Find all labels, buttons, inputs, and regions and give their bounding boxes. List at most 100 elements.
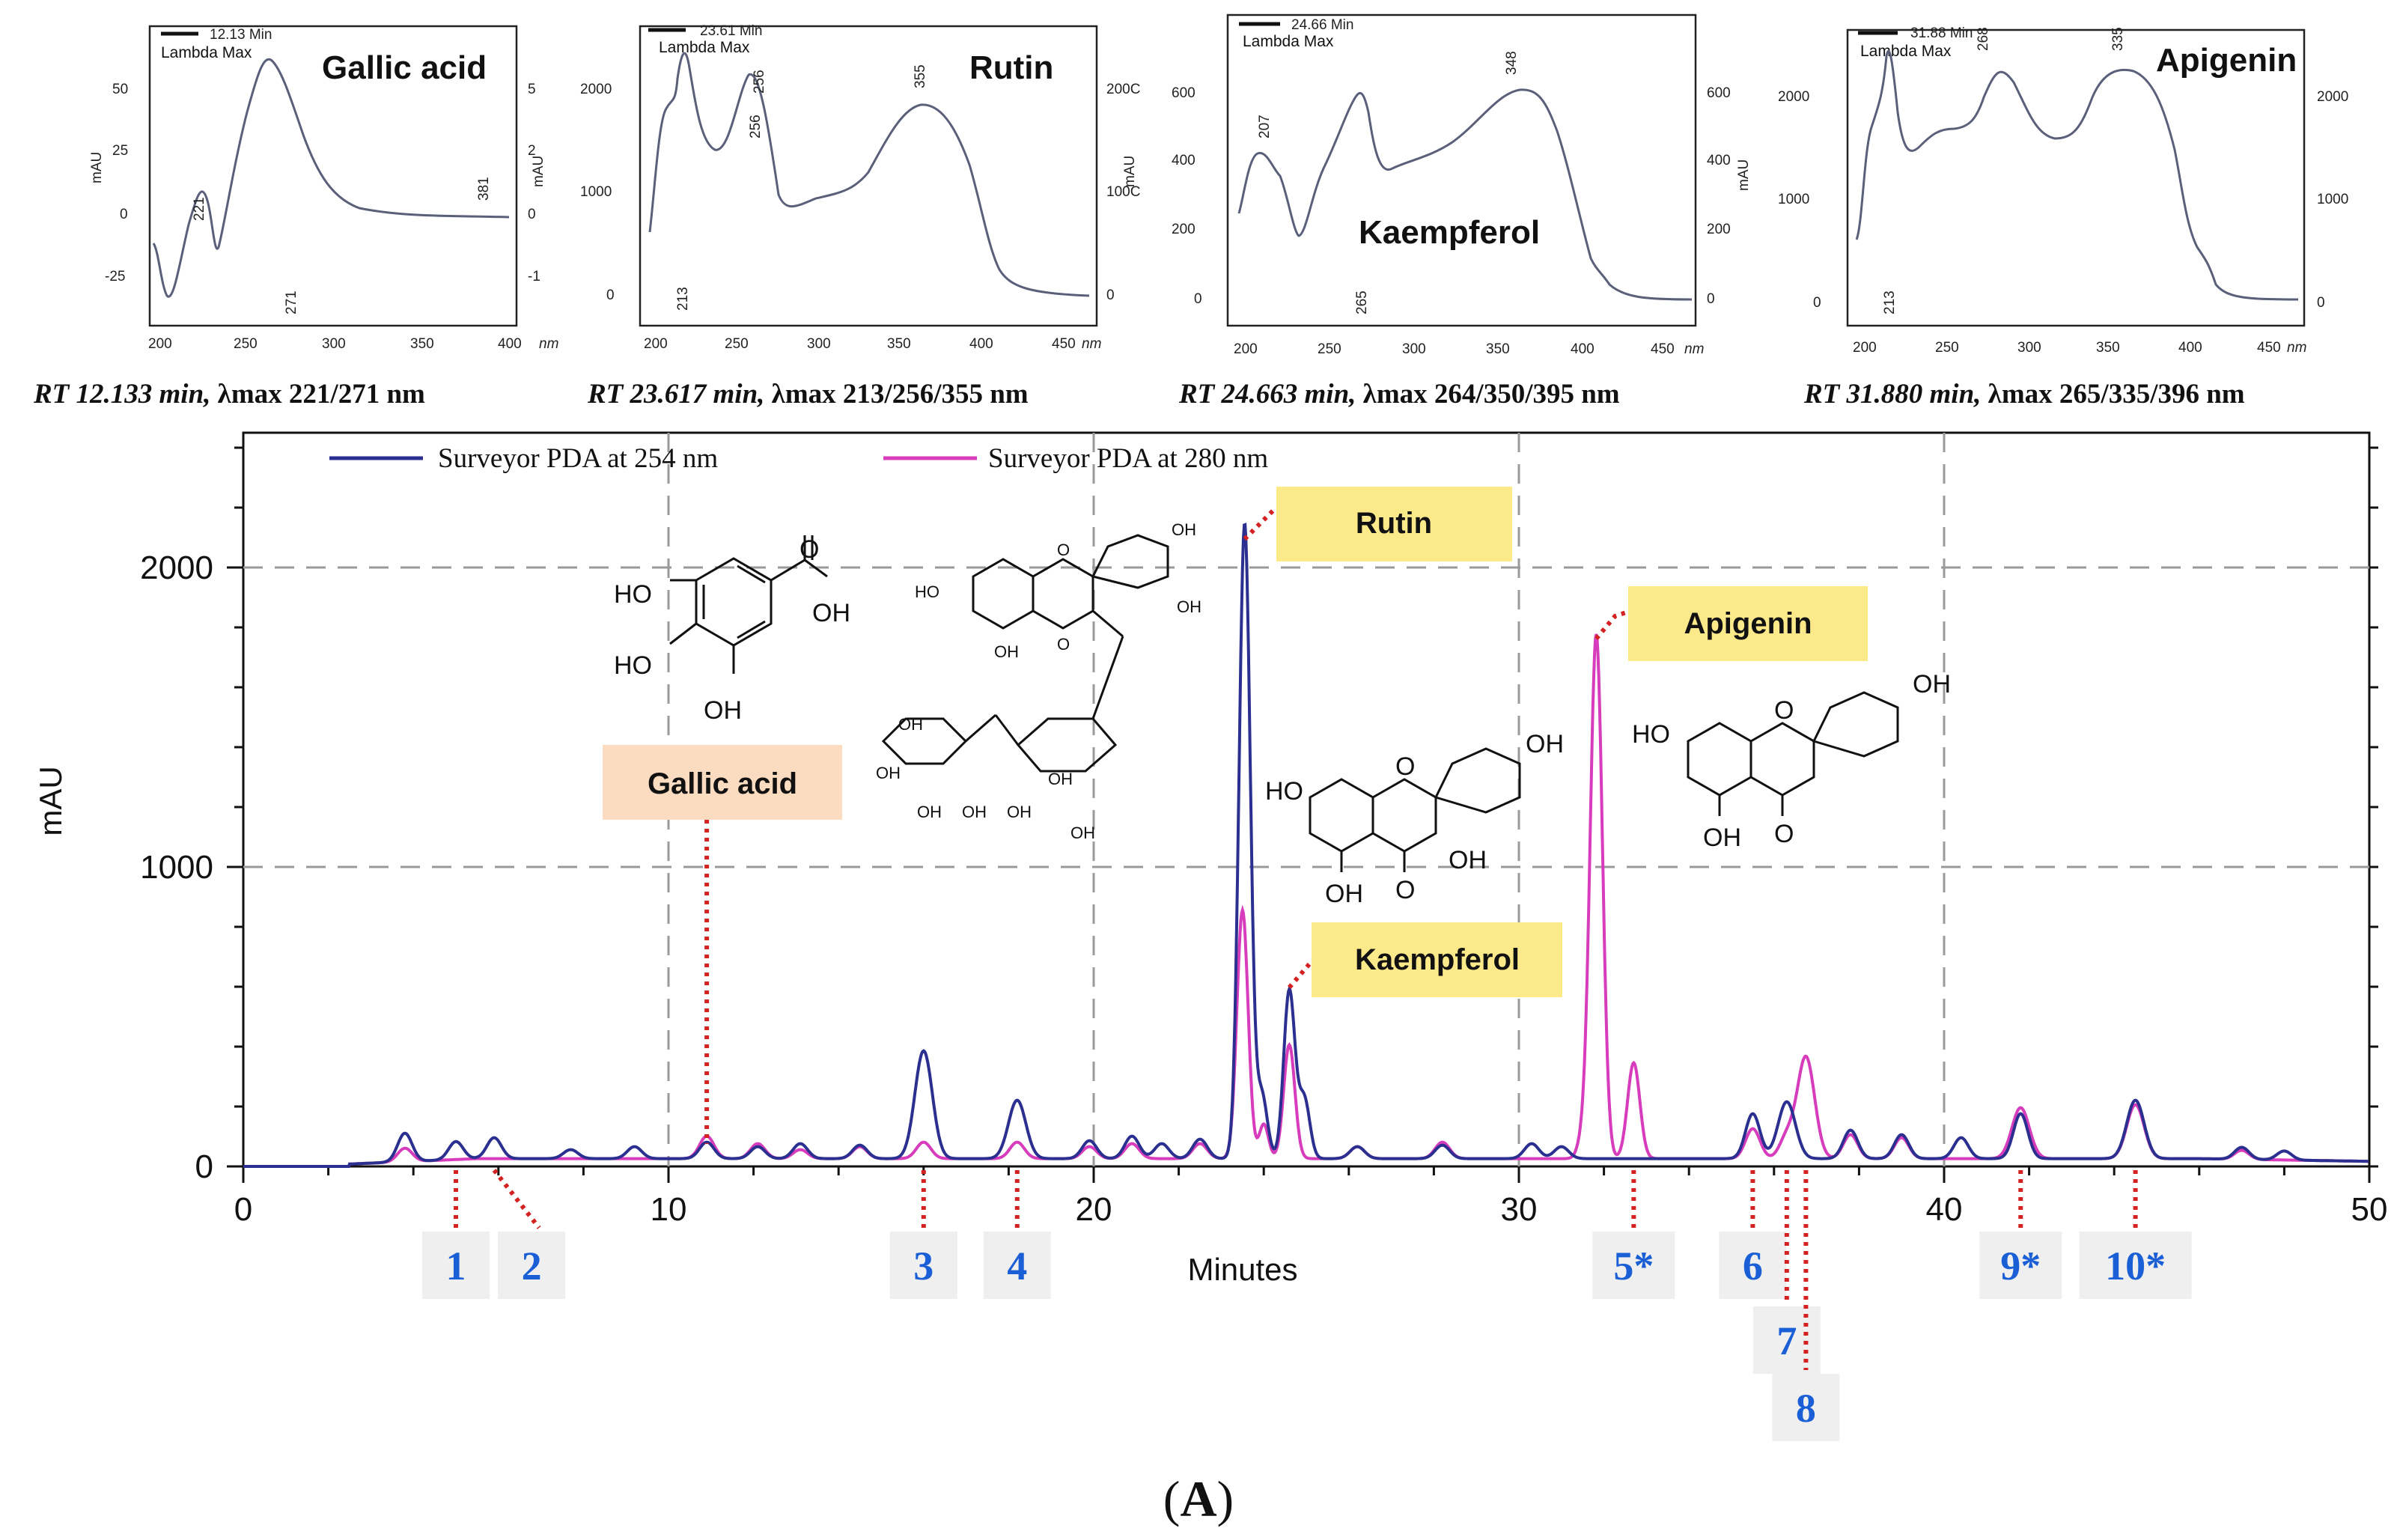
atom-label: OH [1070,824,1095,842]
sugar-ring-2 [1016,717,1118,773]
ring-a [1687,722,1752,797]
grid [243,433,2369,1166]
peak-label: 1 [446,1244,466,1288]
right-tick: 600 [1707,85,1731,101]
x-unit: nm [2287,340,2306,356]
callout-box-gallic [603,745,842,820]
bond [669,622,697,645]
peak-label-box [1592,1232,1675,1299]
y-tick: 1000 [1778,192,1809,207]
peak-label-box [889,1232,957,1299]
spectrum-frame [1846,28,2306,327]
peak-label: 9* [2000,1244,2041,1288]
atom-label: OH [1007,803,1032,821]
x-tick-label: 0 [234,1191,252,1228]
x-unit: nm [1684,341,1704,357]
right-tick: 0 [1707,291,1715,307]
y-tick: 2000 [1778,89,1809,105]
y-tick: 0 [1194,291,1202,307]
bond [1091,636,1124,719]
x-tick: 450 [1052,336,1076,352]
figure-label-letter: A [1180,1470,1216,1527]
spectrum-frame [639,25,1098,327]
right-tick: 1000 [2317,192,2348,207]
leader-rutin [1243,508,1275,541]
y-label: mAU [89,152,105,183]
atom-label: OH [704,696,742,725]
scale-label: 24.66 Min [1291,17,1353,33]
peak-label: 8 [1796,1386,1816,1431]
x-tick: 400 [969,336,993,352]
atom-label: O [1395,752,1415,781]
spectrum-panel-rutin: 23.61 Min Lambda Max Rutin 2000 1000 0 2… [580,23,1140,410]
peak-label: 355 [913,64,928,88]
callout-box-rutin [1276,487,1512,561]
atom-label: HO [614,651,652,680]
legend-label-280: Surveyor PDA at 280 nm [988,443,1268,474]
x-tick: 300 [322,336,346,352]
right-tick: 400 [1707,153,1731,168]
bond [965,713,996,743]
peak-labels: 268 335 213 [1882,27,2126,314]
y-tick: -25 [105,269,125,284]
peak-label: 256 [752,70,767,94]
callout-box-kaempferol [1312,922,1562,997]
leader-kaempferol [1288,944,1335,989]
atom-label: OH [1913,670,1951,699]
numbered-peaks: 1 2 3 4 5* 67 8 9* 10* [422,1169,2192,1441]
spectrum-panel-apigenin: 31.88 Min Lambda Max Apigenin 2000 1000 … [1778,25,2348,410]
right-tick: 0 [1106,287,1115,303]
series-254nm [243,523,2369,1168]
chromatogram: 0 10 20 30 40 50 0 1000 2000 Minutes mAU Surveyo… [33,431,2387,1287]
caption-rt: RT 24.663 min, [1178,379,1356,410]
peak-labels: 207 348 265 [1257,51,1520,314]
legend-label: Lambda Max [161,44,252,61]
scale-label: 31.88 Min [1910,25,1973,41]
x-tick: 450 [1651,341,1675,357]
x-tick: 450 [2257,340,2281,356]
x-tick: 300 [807,336,831,352]
atom-label: OH [994,642,1019,661]
peak-label: 256 [748,115,764,139]
x-tick: 300 [1402,341,1426,357]
series [243,523,2369,1168]
spectrum-frame [1226,13,1697,327]
legend-label: Lambda Max [659,39,750,56]
peak-label-box [1752,1306,1821,1374]
peak-label: 10* [2105,1244,2166,1288]
sugar-ring-1 [881,717,968,765]
x-tick: 350 [410,336,434,352]
x-unit: nm [539,336,558,352]
right-tick: 0 [528,207,536,222]
right-tick: 200C [1106,82,1140,97]
y-tick: 0 [120,207,128,222]
atom-label: HO [1265,777,1303,806]
x-tick: 400 [1571,341,1595,357]
spectrum-title: Rutin [969,49,1053,86]
structure-gallic-acid: HO HO OH O OH [614,535,850,725]
atom-label: O [1774,820,1794,848]
callout-kaempferol: Kaempferol [1355,943,1520,976]
right-tick: 100C [1106,184,1140,200]
callout-apigenin: Apigenin [1684,607,1812,640]
y-tick: 2000 [580,82,612,97]
atom-label: HO [1632,720,1670,749]
series-280nm [243,633,2369,1168]
plot-frame [242,431,2371,1168]
y-axis-label: mAU [33,766,68,836]
x-tick: 400 [498,336,522,352]
peak-label: 7 [1776,1318,1797,1363]
atom-label: O [1774,696,1794,725]
axis-ticks: 0 10 20 30 40 50 0 1000 2000 [140,446,2387,1228]
atom-label: OH [1703,824,1741,852]
spectrum-curve [152,58,510,298]
spectrum-frame [148,25,518,327]
x-tick: 200 [644,336,668,352]
x-tick-label: 10 [651,1191,687,1228]
y-tick-label: 1000 [140,849,213,886]
spectrum-caption: RT 24.663 min, λmax 264/350/395 nm [1178,379,1620,410]
spectrum-curve [648,52,1090,297]
x-tick: 250 [1318,341,1341,357]
right-tick: 200 [1707,222,1731,237]
